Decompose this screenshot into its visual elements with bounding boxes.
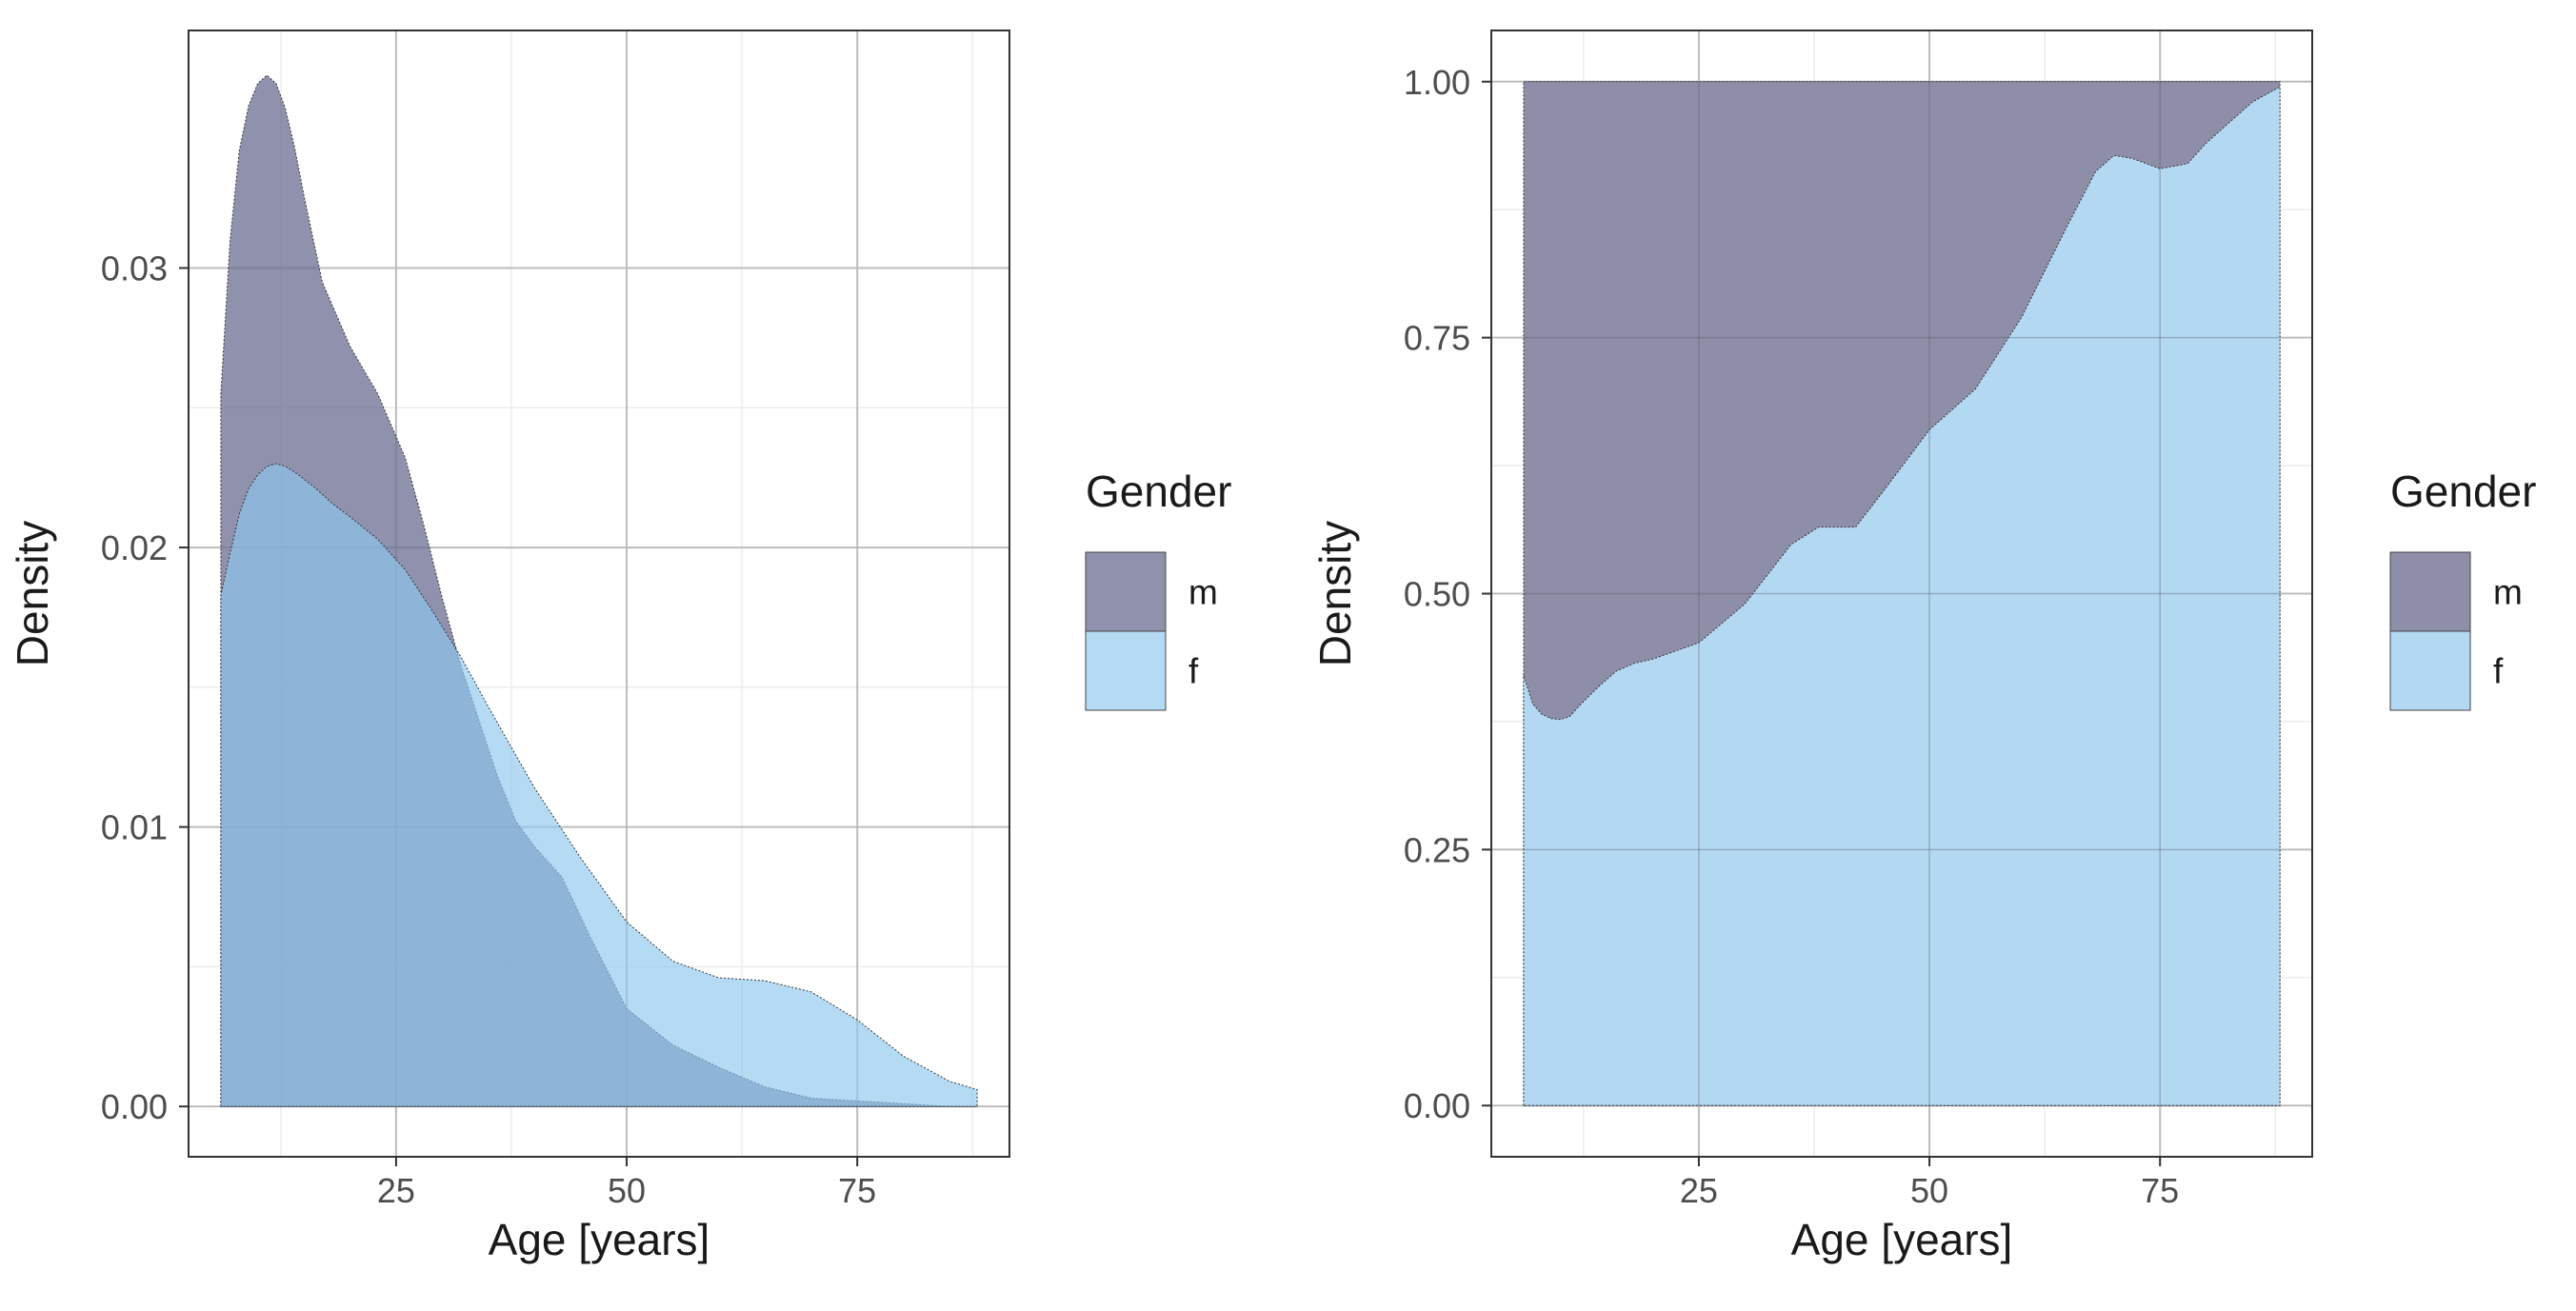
legend-label-f: f <box>1188 652 1199 691</box>
legend-key-f <box>1085 630 1167 711</box>
x-tick-label: 75 <box>2141 1171 2179 1210</box>
legend-title: Gender <box>1086 467 1231 516</box>
x-axis-title: Age [years] <box>489 1215 710 1264</box>
legend-label-m: m <box>2493 573 2523 612</box>
y-tick-label: 0.00 <box>101 1087 168 1126</box>
y-tick-label: 0.02 <box>101 528 168 567</box>
y-axis-title: Density <box>8 521 57 666</box>
legend: Gender m f <box>1085 467 1231 711</box>
legend-title: Gender <box>2390 467 2536 516</box>
legend-label-m: m <box>1188 573 1218 612</box>
legend: Gender m f <box>2389 467 2536 711</box>
y-tick-label: 0.25 <box>1404 830 1470 869</box>
area-f <box>220 463 978 1107</box>
area-series <box>220 74 978 1107</box>
y-tick-label: 0.50 <box>1404 575 1470 614</box>
y-tick-label: 0.03 <box>101 249 168 288</box>
axis-ticks: 25 50 75 0.00 0.25 0.50 0.75 1.00 <box>1404 63 2179 1210</box>
x-tick-label: 50 <box>608 1171 646 1210</box>
x-tick-label: 75 <box>838 1171 876 1210</box>
x-tick-label: 50 <box>1910 1171 1948 1210</box>
area-series <box>1523 81 2281 1106</box>
legend-key-m <box>2389 551 2471 632</box>
x-tick-label: 25 <box>377 1171 415 1210</box>
panel-border <box>188 30 1010 1158</box>
legend-key-m <box>1085 551 1167 632</box>
y-tick-label: 1.00 <box>1404 63 1470 102</box>
right-conditional-density-chart: 25 50 75 0.00 0.25 0.50 0.75 1.00 Age [years] Den… <box>1310 30 2536 1264</box>
y-tick-label: 0.75 <box>1404 319 1470 358</box>
x-axis-title: Age [years] <box>1791 1215 2013 1264</box>
y-tick-label: 0.01 <box>101 808 168 847</box>
left-density-chart: 25 50 75 0.00 0.01 0.02 0.03 Age [years] Density… <box>8 30 1231 1264</box>
y-axis-title: Density <box>1310 521 1360 666</box>
axis-ticks: 25 50 75 0.00 0.01 0.02 0.03 <box>101 249 876 1210</box>
y-tick-label: 0.00 <box>1404 1086 1470 1125</box>
legend-label-f: f <box>2493 652 2504 691</box>
x-tick-label: 25 <box>1680 1171 1718 1210</box>
area-f <box>1523 86 2281 1106</box>
legend-key-f <box>2389 630 2471 711</box>
